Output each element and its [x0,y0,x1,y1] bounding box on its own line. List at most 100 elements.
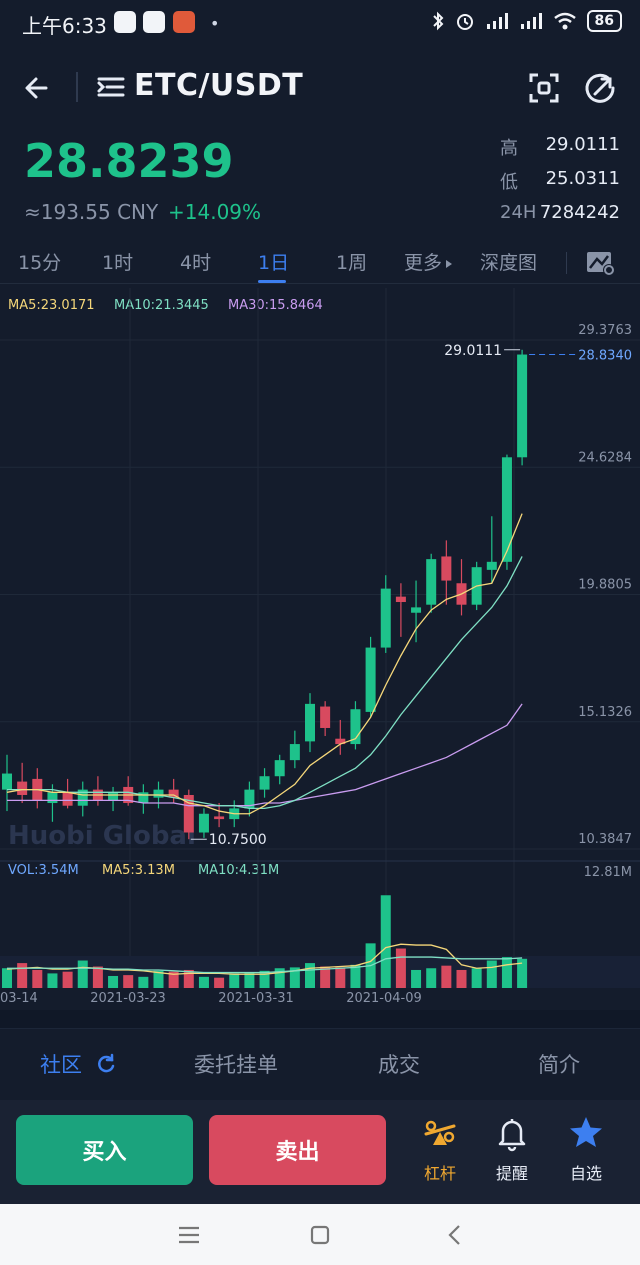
scan-icon[interactable] [526,70,562,106]
vol-ma5-legend: MA5:3.13M [102,863,175,878]
volume-bar [395,948,406,988]
candle-body [214,816,225,820]
alert-button[interactable]: 提醒 [480,1114,544,1184]
high-value: 29.0111 [545,134,620,155]
tab-4h[interactable]: 4时 [180,252,212,274]
refresh-icon [97,1053,114,1073]
ma30-line [7,703,523,807]
volume-bar [32,969,43,988]
volume-bar [214,977,225,988]
volume-24h-value: 7284242 [539,202,620,223]
margin-button[interactable]: 杠杆 [408,1114,472,1184]
candle-body [62,792,73,806]
bell-icon [498,1119,526,1152]
x-axis-label: 03-14 [0,991,38,1006]
back-icon[interactable] [440,1220,470,1250]
volume-ma10-line [7,956,523,974]
ma10-line [7,556,523,810]
vol-ma10-legend: MA10:4.31M [198,863,280,878]
low-value: 25.0311 [545,168,620,189]
tab-1d[interactable]: 1日 [258,252,290,274]
info-tabs: 社区 委托挂单 成交 简介 [0,1028,640,1100]
tab-community[interactable]: 社区 [40,1049,117,1079]
candle-body [17,781,28,795]
back-arrow-icon[interactable] [18,68,58,108]
volume-bar [320,966,331,988]
status-indicators: 86 [431,10,622,32]
tab-open-orders[interactable]: 委托挂单 [194,1053,278,1077]
candle-body [259,776,270,790]
alarm-icon [456,14,473,30]
dropdown-triangle-icon [446,260,453,268]
volume-bar [456,969,467,988]
volume-axis-label: 12.81M [584,865,632,880]
low-marker-label: 10.7500 [209,832,267,848]
battery-indicator: 86 [586,10,622,32]
volume-bar [77,960,88,988]
share-icon[interactable] [582,70,618,106]
signal-icon [520,13,542,29]
kline-chart[interactable]: MA5:23.0171 MA10:21.3445 MA30:15.8464 VO… [0,288,640,1010]
volume-bar [183,969,194,988]
volume-bar [501,957,512,988]
candle-body [47,792,58,804]
home-icon[interactable] [305,1220,335,1250]
tab-intro[interactable]: 简介 [538,1053,580,1077]
status-bar: 上午6:33 • 86 [0,0,640,46]
star-icon [570,1117,602,1147]
margin-scale-icon [424,1120,456,1145]
candle-body [486,561,497,570]
volume-bar [335,967,346,988]
watchlist-button[interactable]: 自选 [554,1114,618,1184]
tab-depth-chart[interactable]: 深度图 [480,252,538,274]
timeframe-tabs: 15分 1时 4时 1日 1周 更多 深度图 [0,240,640,284]
status-time: 上午6:33 [22,14,107,38]
menu-icon[interactable] [174,1220,204,1250]
candle-body [441,556,452,581]
last-price-label: 28.8340 [578,349,632,364]
volume-bar [92,966,103,988]
ma5-legend: MA5:23.0171 [8,298,95,313]
price-change: +14.09% [168,200,262,224]
high-marker-label: 29.0111 [444,343,502,359]
chart-settings-icon[interactable] [584,246,616,278]
notification-app-icon [114,11,136,33]
candle-body [244,789,255,809]
volume-bar [244,972,255,988]
pair-menu-icon[interactable] [96,72,126,102]
candle-body [289,744,300,761]
candle-body [168,789,179,798]
pair-title[interactable]: ETC/USDT [134,68,304,103]
volume-bar [350,964,361,988]
volume-bar [411,969,422,988]
buy-button[interactable]: 买入 [16,1115,193,1185]
volume-bar [441,965,452,988]
ma30-legend: MA30:15.8464 [228,298,323,313]
tab-trades[interactable]: 成交 [378,1053,420,1077]
notification-app-icon [173,11,195,33]
sell-button[interactable]: 卖出 [209,1115,386,1185]
tab-more[interactable]: 更多 [404,248,453,275]
volume-bar [517,958,528,988]
volume-bar [198,976,209,988]
candle-body [501,457,512,562]
volume-bar [123,975,134,988]
candle-body [77,789,88,806]
volume-bar [274,968,285,988]
volume-bar [62,971,73,988]
bluetooth-icon [432,11,443,31]
x-axis-label: 2021-03-23 [90,991,166,1006]
x-axis-label: 2021-04-09 [346,991,422,1006]
high-label: 高 [500,138,518,159]
candle-body [183,794,194,833]
tab-15m[interactable]: 15分 [18,252,62,274]
notification-app-icon [143,11,165,33]
volume-bar [380,895,391,988]
candle-body [350,709,361,745]
tab-1w[interactable]: 1周 [336,252,368,274]
tab-divider [566,252,567,274]
candle-body [198,813,209,833]
price-cny: ≈193.55 CNY [24,200,159,224]
tab-1h[interactable]: 1时 [102,252,134,274]
tab-community-label: 社区 [40,1053,82,1077]
